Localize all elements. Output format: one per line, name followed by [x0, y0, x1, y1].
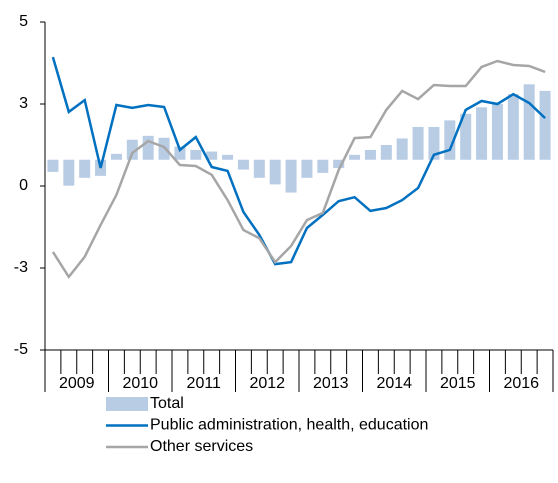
bar: [190, 149, 202, 160]
bar: [333, 159, 345, 168]
y-tick-label: -5: [14, 341, 28, 358]
year-label: 2016: [503, 375, 539, 392]
bar: [174, 146, 186, 160]
year-label: 2012: [249, 375, 285, 392]
bar: [444, 120, 456, 160]
bar: [349, 154, 361, 160]
line: [51, 56, 546, 266]
y-tick-label: 5: [19, 13, 28, 30]
bar: [491, 104, 503, 160]
y-tick-label: 3: [19, 95, 28, 112]
bar: [269, 159, 281, 185]
bar: [364, 149, 376, 160]
bar: [285, 159, 297, 193]
bar: [126, 139, 138, 160]
year-label: 2009: [59, 375, 95, 392]
legend-label: Other services: [150, 438, 253, 455]
bar: [460, 113, 472, 160]
bar: [476, 107, 488, 160]
bar: [237, 159, 249, 170]
bar: [507, 94, 519, 160]
bar: [412, 126, 424, 160]
legend-swatch: [106, 397, 148, 411]
year-label: 2013: [313, 375, 349, 392]
bar: [523, 84, 535, 160]
bar: [47, 159, 59, 172]
bar: [539, 90, 551, 160]
bar: [206, 151, 218, 160]
bar: [79, 159, 91, 178]
bar: [222, 154, 234, 160]
bar: [142, 135, 154, 160]
y-tick-label: 0: [19, 177, 28, 194]
legend-label: Total: [150, 395, 184, 412]
year-label: 2015: [440, 375, 476, 392]
bar: [63, 159, 75, 186]
year-label: 2010: [122, 375, 158, 392]
y-tick-label: -3: [14, 259, 28, 276]
bar: [110, 153, 122, 160]
year-label: 2014: [376, 375, 412, 392]
line: [51, 59, 546, 280]
legend-label: Public administration, health, education: [150, 417, 428, 434]
bar: [380, 145, 392, 160]
bar: [301, 159, 313, 178]
bar: [253, 159, 265, 178]
year-label: 2011: [187, 375, 222, 392]
bar: [428, 126, 440, 160]
bar: [396, 138, 408, 160]
bar: [317, 159, 329, 173]
